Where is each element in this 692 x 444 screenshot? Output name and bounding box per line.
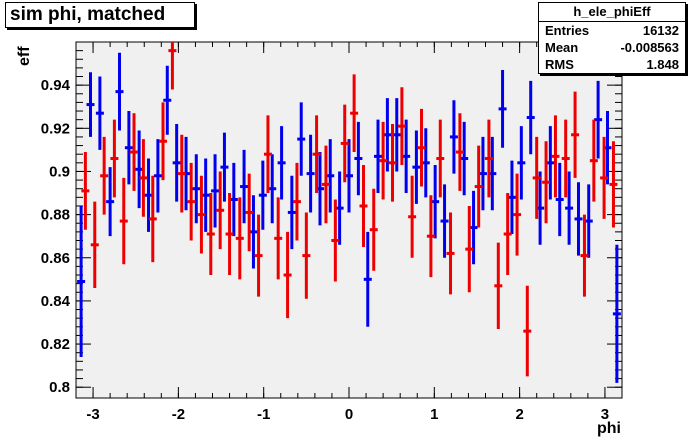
stats-value: 1.848 <box>646 57 679 72</box>
x-tick-label: 2 <box>515 406 523 423</box>
stats-label: RMS <box>545 57 574 72</box>
tick-labels: -3 -2 -1 0 1 2 3 0.8 0.82 0.84 0.86 0.88 0.9 0.92 0.94 <box>41 77 609 423</box>
x-tick-label: 1 <box>430 406 438 423</box>
stats-value: -0.008563 <box>620 40 679 55</box>
y-tick-label: 0.82 <box>41 336 70 353</box>
stats-row-entries: Entries 16132 <box>539 22 685 39</box>
x-tick-label: -3 <box>86 406 99 423</box>
stats-box: h_ele_phiEff Entries 16132 Mean -0.00856… <box>538 2 686 74</box>
y-tick-label: 0.9 <box>49 163 70 180</box>
x-tick-label: 3 <box>601 406 609 423</box>
stats-label: Entries <box>545 23 590 38</box>
y-tick-label: 0.94 <box>41 77 71 94</box>
x-tick-label: -2 <box>172 406 185 423</box>
y-tick-label: 0.84 <box>41 293 71 310</box>
chart-title: sim phi, matched <box>5 2 195 28</box>
x-axis-label: phi <box>597 420 621 437</box>
stats-label: Mean <box>545 40 579 55</box>
stats-row-mean: Mean -0.008563 <box>539 39 685 56</box>
stats-histogram-name: h_ele_phiEff <box>539 3 685 22</box>
stats-value: 16132 <box>642 23 679 38</box>
y-tick-label: 0.92 <box>41 120 70 137</box>
x-tick-label: 0 <box>345 406 353 423</box>
stats-row-rms: RMS 1.848 <box>539 56 685 73</box>
data-marks <box>77 42 621 383</box>
y-axis-label: eff <box>16 46 33 66</box>
x-tick-label: -1 <box>257 406 270 423</box>
y-tick-label: 0.8 <box>49 379 70 396</box>
y-tick-label: 0.86 <box>41 250 70 267</box>
y-tick-label: 0.88 <box>41 207 70 224</box>
